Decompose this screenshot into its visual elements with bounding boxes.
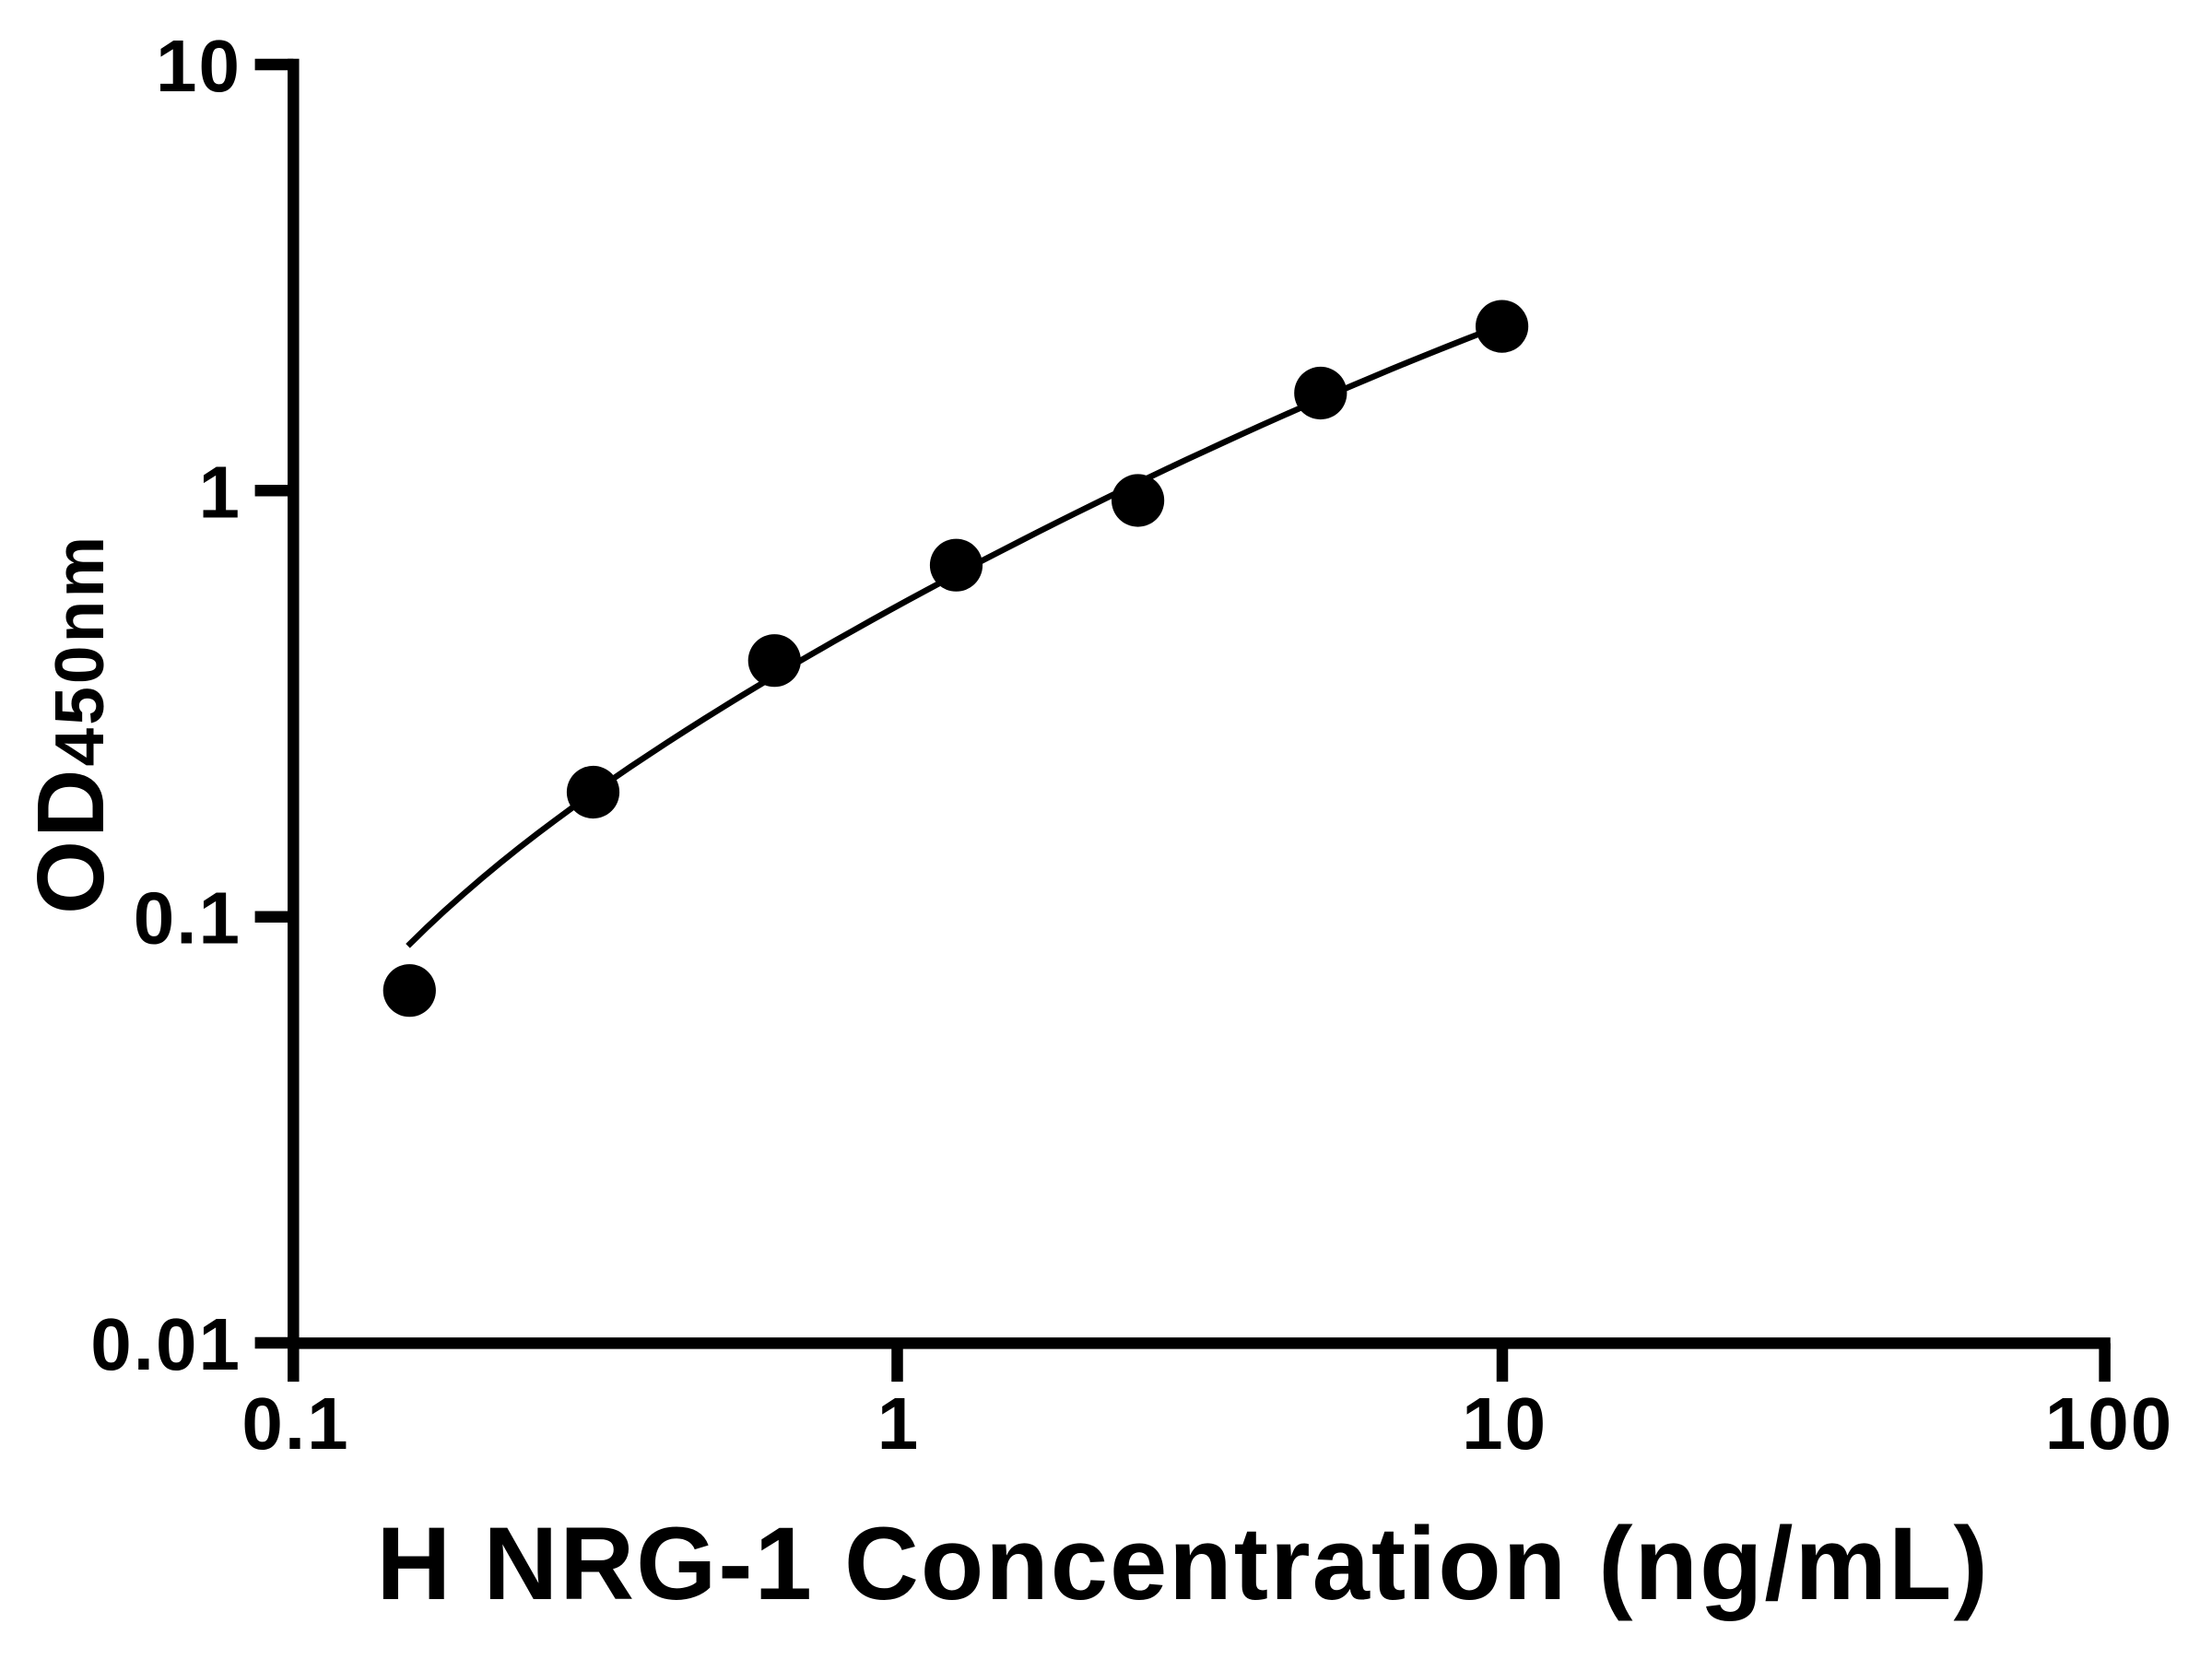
svg-text:10: 10 [1462,1382,1547,1465]
svg-text:100: 100 [2045,1382,2173,1465]
svg-text:H NRG-1 Concentration (ng/mL): H NRG-1 Concentration (ng/mL) [376,1506,1989,1621]
svg-text:1: 1 [199,451,242,533]
svg-text:0.1: 0.1 [241,1382,349,1465]
svg-text:10: 10 [156,25,241,107]
svg-text:0.01: 0.01 [90,1303,241,1385]
svg-text:1: 1 [877,1382,921,1465]
svg-text:0.1: 0.1 [134,877,241,959]
